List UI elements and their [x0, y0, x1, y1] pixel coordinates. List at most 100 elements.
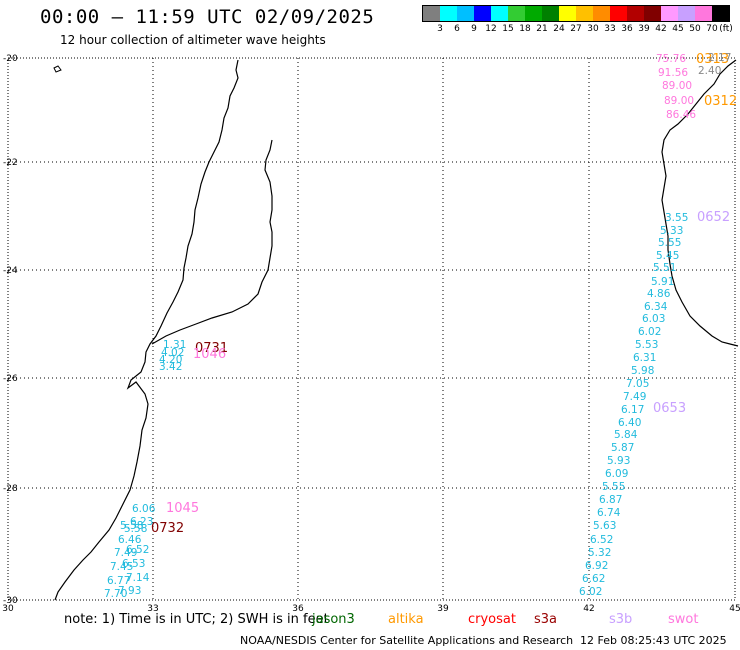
wave-height-value: 6.02	[579, 586, 602, 598]
pass-id-label: 0313	[696, 52, 729, 67]
wave-height-value: 3.55	[665, 212, 688, 224]
wave-height-value: 4.86	[647, 288, 671, 300]
legend-label: 15	[502, 24, 514, 34]
latitude-label: -28	[3, 484, 18, 494]
legend-label: 9	[471, 24, 477, 34]
latitude-label: -22	[3, 158, 18, 168]
legend-swatch	[644, 6, 661, 21]
legend-label: 50	[689, 24, 701, 34]
wave-height-value: 5.51	[653, 262, 676, 274]
wave-height-value: 5.93	[607, 455, 630, 467]
map-grid	[7, 57, 736, 601]
pass-id-label: 0732	[151, 521, 184, 536]
legend-label: 18	[519, 24, 531, 34]
wave-height-value: 6.92	[585, 560, 608, 572]
wave-height-value: 86.46	[666, 109, 696, 121]
wave-height-value: 5.87	[611, 442, 634, 454]
longitude-label: 30	[2, 604, 14, 614]
islet	[53, 65, 62, 73]
legend-swatch	[678, 6, 695, 21]
wave-height-value: 1.31	[163, 339, 186, 351]
wave-height-value: 5.91	[651, 276, 674, 288]
wave-height-value: 6.46	[118, 534, 142, 546]
wave-height-value: 6.62	[582, 573, 605, 585]
satellite-name-swot: swot	[668, 612, 699, 627]
wave-height-value: 5.45	[656, 250, 679, 262]
legend-label: 42	[655, 24, 667, 34]
africa-coastline-north	[151, 139, 273, 345]
longitude-label: 33	[147, 604, 158, 614]
wave-height-value: 5.84	[614, 429, 638, 441]
wave-height-value: 5.58	[124, 523, 147, 535]
madagascar-coastline	[661, 59, 739, 347]
map-frame	[7, 57, 736, 601]
credit-line: NOAA/NESDIS Center for Satellite Applica…	[240, 634, 574, 647]
longitude-label: 45	[729, 604, 740, 614]
longitude-label: 36	[292, 604, 304, 614]
legend-label: 6	[454, 24, 460, 34]
africa-coastline	[54, 59, 239, 601]
wave-height-value: 4.02	[161, 347, 184, 359]
legend-label: 33	[604, 24, 616, 34]
pass-id-label: 1046	[193, 347, 226, 362]
wave-height-value: 7.45	[110, 561, 133, 573]
wave-height-value: 5.55	[602, 481, 625, 493]
wave-height-value: 6.52	[126, 544, 149, 556]
legend-swatch	[712, 6, 729, 21]
legend-swatch	[525, 6, 542, 21]
satellite-name-cryosat: cryosat	[468, 612, 516, 627]
wave-height-value: 7.05	[626, 378, 649, 390]
legend-label: 39	[638, 24, 650, 34]
wave-height-value: 7.14	[126, 572, 150, 584]
wave-height-value: 6.23	[130, 516, 153, 528]
legend-swatch	[593, 6, 610, 21]
wave-height-value: 89.00	[662, 80, 692, 92]
latitude-label: -20	[3, 54, 18, 64]
axis-ticks: 30 33 36 39 42 45 -20 -22 -24 -26 -28 -30	[2, 54, 740, 614]
legend-swatch	[474, 6, 491, 21]
wave-height-value: 6.09	[605, 468, 628, 480]
legend-label: 24	[553, 24, 565, 34]
wave-height-value: 5.58	[120, 520, 143, 532]
legend-swatch	[695, 6, 712, 21]
generation-timestamp: 12 Feb 08:25:43 UTC 2025	[580, 634, 727, 647]
pass-id-label: 1045	[166, 501, 199, 516]
wave-height-value: 6.06	[132, 503, 156, 515]
latitude-label: -26	[3, 374, 18, 384]
wave-height-value: 75.76	[656, 53, 686, 65]
wave-height-value: 6.17	[621, 404, 644, 416]
wave-height-value: 6.77	[107, 575, 130, 587]
legend-label: 21	[536, 24, 548, 34]
wave-height-value: 2.17	[708, 52, 731, 64]
legend-labels: 3 6 9 12 15 18 21 24 27 30 33 36 39 42 45 50 70 (ft)	[422, 22, 733, 34]
satellite-name-jason3: jason3	[312, 612, 355, 627]
legend-swatch	[627, 6, 644, 21]
legend-swatch	[508, 6, 525, 21]
wave-height-value: 6.53	[122, 558, 145, 570]
pass-id-label: 0653	[653, 401, 686, 416]
color-legend: 3 6 9 12 15 18 21 24 27 30 33 36 39 42 45 50 70 (ft)	[422, 5, 733, 34]
legend-label: 70	[706, 24, 718, 34]
legend-label: 27	[570, 24, 582, 34]
legend-swatch	[610, 6, 627, 21]
wave-height-value: 5.98	[631, 365, 654, 377]
wave-height-value: 89.00	[664, 95, 694, 107]
wave-height-value: 6.02	[638, 326, 661, 338]
wave-height-value: 6.31	[633, 352, 656, 364]
legend-label: 3	[437, 24, 443, 34]
legend-label: 36	[621, 24, 633, 34]
legend-label: 45	[672, 24, 684, 34]
coastline	[53, 59, 739, 601]
legend-unit: (ft)	[719, 24, 733, 34]
wave-height-value: 6.87	[599, 494, 622, 506]
wave-height-value: 6.34	[644, 301, 668, 313]
satellite-name-s3a: s3a	[534, 612, 558, 627]
legend-swatch	[440, 6, 457, 21]
latitude-label: -24	[3, 266, 18, 276]
latitude-label: -30	[3, 596, 18, 606]
wave-height-value: 7.70	[104, 588, 127, 600]
footnote: note: 1) Time is in UTC; 2) SWH is in fe…	[64, 612, 329, 627]
wave-height-value: 7.49	[114, 547, 137, 559]
wave-height-value: 5.55	[658, 237, 681, 249]
